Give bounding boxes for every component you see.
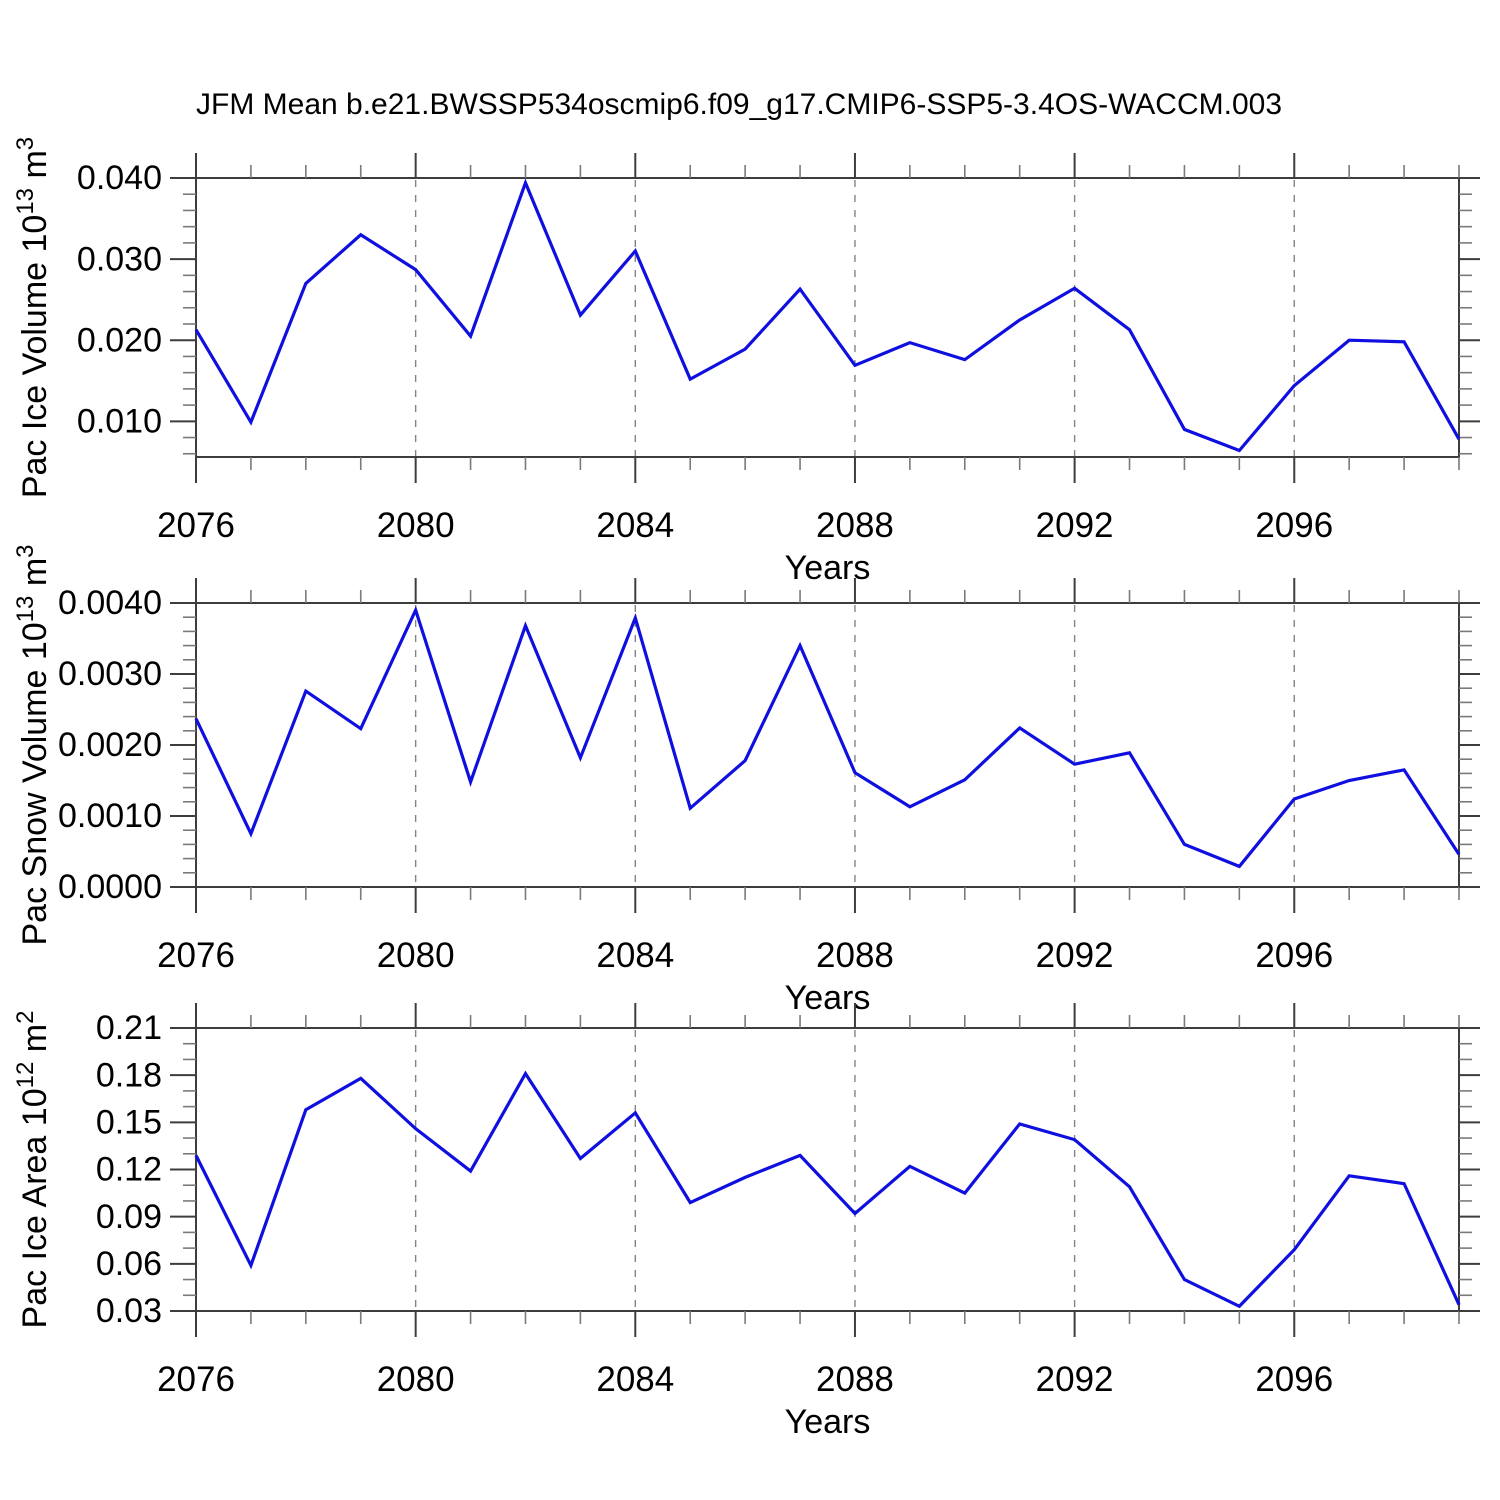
x-tick-label: 2080 <box>377 936 455 975</box>
x-tick-label: 2088 <box>816 1360 894 1399</box>
y-tick-label: 0.09 <box>96 1198 162 1236</box>
y-tick-label: 0.040 <box>77 159 162 197</box>
y-axis-label: Pac Snow Volume 1013 m3 <box>12 544 54 945</box>
x-axis-label: Years <box>785 1403 871 1441</box>
chart-3: 0.03 0.06 0.09 0.12 0.15 0.18 0.21 2076 2080 2084… <box>12 1003 1480 1441</box>
y-tick-label: 0.010 <box>77 403 162 441</box>
y-tick-label: 0.03 <box>96 1292 162 1330</box>
y-tick-label: 0.0020 <box>58 726 162 764</box>
y-axis-label: Pac Ice Area 1012 m2 <box>12 1011 54 1329</box>
x-tick-label: 2080 <box>377 506 455 545</box>
y-tick-label: 0.0030 <box>58 655 162 693</box>
y-tick-label: 0.06 <box>96 1245 162 1283</box>
x-tick-label: 2092 <box>1036 936 1114 975</box>
y-tick-label: 0.020 <box>77 321 162 359</box>
x-tick-label: 2092 <box>1036 506 1114 545</box>
x-axis-label: Years <box>785 979 871 1017</box>
x-tick-label: 2092 <box>1036 1360 1114 1399</box>
y-axis-label: Pac Ice Volume 1013 m3 <box>12 137 54 498</box>
x-tick-label: 2096 <box>1255 936 1333 975</box>
data-line-1 <box>194 178 1461 453</box>
x-tick-label: 2076 <box>157 936 235 975</box>
x-tick-label: 2088 <box>816 506 894 545</box>
y-tick-label: 0.18 <box>96 1056 162 1094</box>
data-line-3 <box>194 1070 1461 1309</box>
x-tick-label: 2088 <box>816 936 894 975</box>
x-tick-label: 2084 <box>596 936 674 975</box>
chart-1: 0.010 0.020 0.030 0.040 2076 2080 2084 2088 2092… <box>12 137 1480 587</box>
x-tick-label: 2084 <box>596 1360 674 1399</box>
data-line-2 <box>194 605 1461 869</box>
y-tick-label: 0.0010 <box>58 797 162 835</box>
y-tick-label: 0.21 <box>96 1009 162 1047</box>
x-axis-label: Years <box>785 549 871 587</box>
x-tick-label: 2076 <box>157 506 235 545</box>
chart-2: 0.0000 0.0010 0.0020 0.0030 0.0040 2076 2080 20… <box>12 544 1480 1017</box>
x-tick-label: 2084 <box>596 506 674 545</box>
figure-title: JFM Mean b.e21.BWSSP534oscmip6.f09_g17.C… <box>196 88 1283 121</box>
plot-frame <box>195 1027 1460 1312</box>
plot-frame <box>195 177 1460 458</box>
x-tick-label: 2076 <box>157 1360 235 1399</box>
y-tick-label: 0.12 <box>96 1151 162 1189</box>
x-tick-label: 2096 <box>1255 1360 1333 1399</box>
y-tick-label: 0.030 <box>77 240 162 278</box>
plot-frame <box>195 602 1460 888</box>
y-tick-label: 0.15 <box>96 1104 162 1142</box>
x-tick-label: 2096 <box>1255 506 1333 545</box>
x-tick-label: 2080 <box>377 1360 455 1399</box>
y-tick-label: 0.0000 <box>58 868 162 906</box>
y-tick-label: 0.0040 <box>58 584 162 622</box>
